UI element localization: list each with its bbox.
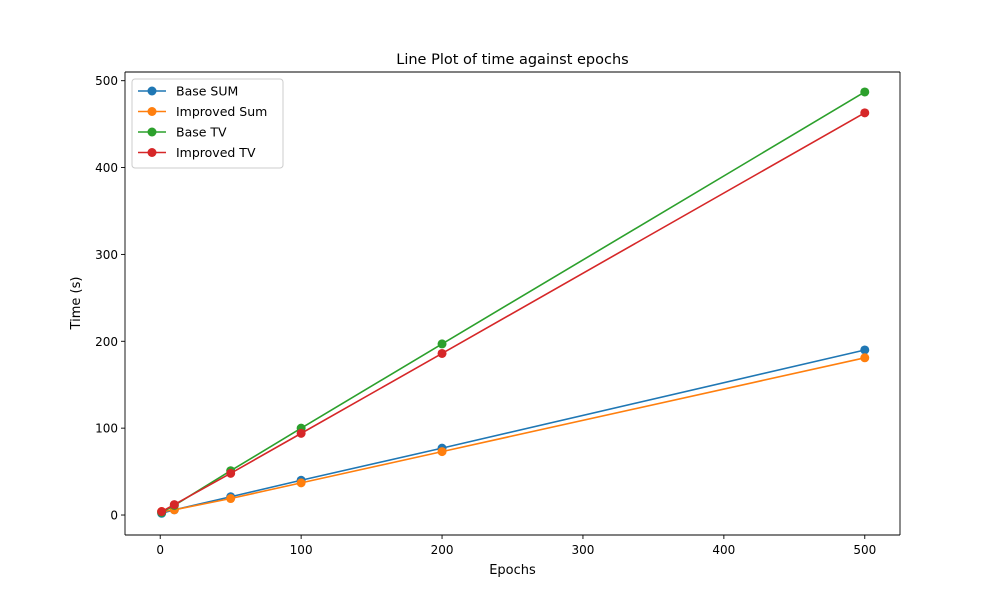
legend: Base SUM Improved Sum Base TV Improved TV: [131, 78, 284, 169]
data-point: [860, 353, 870, 363]
chart-title: Line Plot of time against epochs: [396, 52, 628, 68]
legend-item: Improved Sum: [138, 104, 267, 119]
y-tick-label: 300: [95, 248, 118, 262]
legend-label: Base SUM: [176, 84, 238, 99]
y-tick-label: 100: [95, 422, 118, 436]
x-tick-label: 500: [853, 543, 876, 557]
x-tick-label: 0: [156, 543, 164, 557]
x-tick-label: 200: [431, 543, 454, 557]
data-point: [226, 468, 236, 478]
data-point: [437, 348, 447, 358]
legend-item: Base TV: [138, 125, 227, 140]
data-point: [157, 507, 167, 517]
data-point: [860, 345, 870, 355]
legend-label: Improved TV: [176, 145, 256, 160]
legend-swatch-marker: [147, 148, 157, 157]
x-tick-label: 100: [290, 543, 313, 557]
data-point: [296, 478, 306, 488]
legend-item: Base SUM: [138, 84, 238, 99]
legend-box: [131, 78, 284, 169]
data-point: [437, 447, 447, 457]
y-tick-label: 0: [110, 509, 118, 523]
legend-item: Improved TV: [138, 145, 256, 160]
legend-swatch-marker: [147, 127, 157, 137]
data-point: [860, 87, 870, 97]
legend-swatch-marker: [147, 86, 157, 96]
legend-label: Improved Sum: [176, 104, 267, 119]
data-point: [437, 339, 447, 349]
data-point: [860, 108, 870, 118]
x-axis-label: Epochs: [489, 563, 536, 578]
x-tick-label: 300: [572, 543, 595, 557]
y-tick-label: 400: [95, 161, 118, 175]
x-tick-label: 400: [712, 543, 735, 557]
data-point: [169, 500, 179, 510]
data-point: [226, 494, 236, 504]
legend-label: Base TV: [176, 125, 227, 140]
data-point: [296, 428, 306, 438]
y-tick-label: 200: [95, 335, 118, 349]
legend-swatch-marker: [147, 107, 157, 116]
y-axis-label: Time (s): [69, 277, 84, 331]
y-tick-label: 500: [95, 74, 118, 88]
series-3: [157, 108, 870, 517]
